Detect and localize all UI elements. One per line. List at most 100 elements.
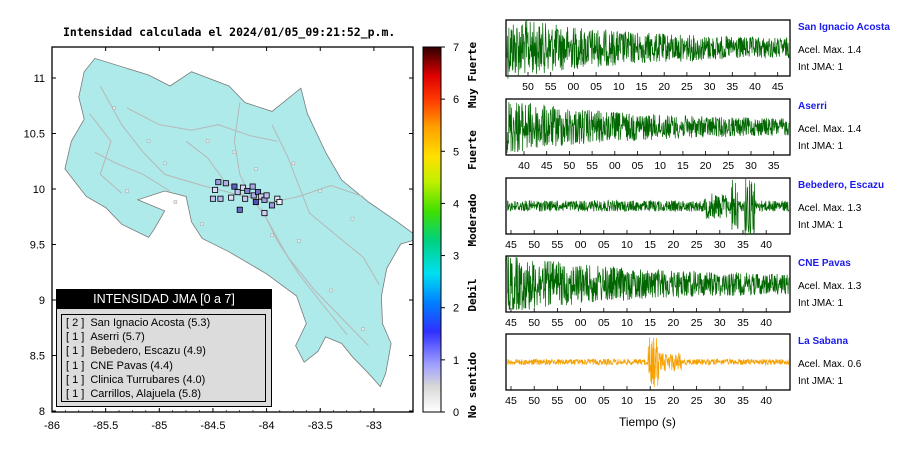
colorbar-tick-label: 1 [453,355,459,367]
town-marker [329,288,333,293]
road-line [271,124,380,286]
station-marker [242,195,249,202]
trace-tick-label: 35 [737,317,749,329]
x-tick-label: -83 [366,420,382,432]
waveform-line [506,177,790,236]
colorbar-category: No sentido [466,352,479,419]
trace-tick-label: 35 [737,395,749,407]
x-tick-label: -83.5 [308,420,333,432]
x-tick-label: -84 [259,420,275,432]
costa-rica-land [64,57,413,388]
station-marker [244,187,251,194]
town-marker [361,327,365,331]
station-acel: Acel. Max. 1.3 [798,203,862,214]
station-name: Bebedero, Escazu [798,180,885,191]
station-info: Bebedero, Escazu Acel. Max. 1.3 Int JMA: 1 [798,180,910,231]
trace-tick-label: 05 [632,160,644,172]
legend-item: [ 1 ] Bebedero, Escazu (4.9) [66,344,265,358]
trace-tick-label: 10 [621,395,633,407]
station-acel: Acel. Max. 1.4 [798,45,862,56]
legend-item-level: [ 1 ] [66,359,85,372]
road-line [89,113,123,194]
trace-tick-label: 40 [760,239,772,251]
colorbar-tick-label: 5 [453,146,459,158]
station-marker [209,195,216,202]
town-marker [254,167,258,171]
trace-tick-label: 05 [598,395,610,407]
legend-list: [ 2 ] San Ignacio Acosta (5.3) [ 1 ] Aserri… [61,314,266,402]
station-jma: Int JMA: 1 [798,376,844,387]
trace-panel: 40 45 50 55 00 05 10 15 20 25 30 35 [505,98,791,172]
trace-tick-label: 15 [636,81,648,93]
trace-tick-label: 45 [505,239,517,251]
trace-tick-label: 40 [760,395,772,407]
legend-item-level: [ 1 ] [66,345,85,358]
trace-tick-label: 00 [575,317,587,329]
trace-tick-label: 50 [564,160,576,172]
colorbar-tick-label: 7 [453,42,459,54]
trace-tick-label: 10 [654,160,666,172]
road-line [260,207,348,336]
station-info: San Ignacio Acosta Acel. Max. 1.4 Int JMA:… [798,22,910,73]
town-marker [318,189,322,193]
trace-tick-label: 50 [528,317,540,329]
intensity-legend: INTENSIDAD JMA [0 a 7] [ 2 ] San Ignacio … [56,289,272,407]
trace-tick-label: 50 [522,81,534,93]
station-info: CNE Pavas Acel. Max. 1.3 Int JMA: 1 [798,258,910,309]
legend-item-level: [ 1 ] [66,387,85,400]
legend-item-label: CNE Pavas (4.4) [90,359,173,372]
legend-item: [ 1 ] Clinica Turrubares (4.0) [66,373,265,387]
legend-item: [ 1 ] CNE Pavas (4.4) [66,359,265,373]
trace-tick-label: 25 [681,81,693,93]
trace-tick-label: 50 [528,239,540,251]
trace-tick-label: 00 [575,239,587,251]
road-line [126,107,278,142]
x-tick-label: -85 [151,420,167,432]
trace-tick-label: 55 [552,239,564,251]
station-info: Aserri Acel. Max. 1.4 Int JMA: 1 [798,101,910,152]
trace-tick-label: 35 [737,239,749,251]
town-marker [297,239,301,243]
colorbar-tick-label: 0 [453,407,459,419]
station-marker [234,189,241,196]
station-name: La Sabana [798,336,849,347]
legend-item: [ 1 ] Carrillos, Alajuela (5.8) [66,387,265,401]
station-marker [276,199,283,206]
colorbar-tick-label: 3 [453,251,459,263]
legend-item-label: Clinica Turrubares (4.0) [90,373,206,386]
trace-tick-label: 20 [668,395,680,407]
trace-panel: 45 50 55 00 05 10 15 20 25 30 35 40 [505,255,791,329]
x-tick-label: -85.5 [93,420,118,432]
trace-tick-label: 25 [691,395,703,407]
trace-tick-label: 40 [518,160,530,172]
station-name: CNE Pavas [798,258,851,269]
station-jma: Int JMA: 1 [798,298,844,309]
town-marker [350,216,355,221]
colorbar-tick-label: 6 [453,94,459,106]
intensity-colorbar [422,46,442,413]
town-marker [125,189,129,193]
station-info: La Sabana Acel. Max. 0.6 Int JMA: 1 [798,336,910,387]
trace-tick-label: 00 [568,81,580,93]
station-acel: Acel. Max. 1.4 [798,124,862,135]
legend-item-level: [ 1 ] [66,373,85,386]
station-marker [215,179,222,186]
trace-tick-label: 45 [505,317,517,329]
trace-tick-label: 05 [590,81,602,93]
time-axis-label: Tiempo (s) [619,415,676,429]
town-marker [232,150,237,155]
y-tick-label: 8.5 [30,351,45,363]
trace-tick-label: 20 [668,239,680,251]
town-marker [291,161,296,166]
station-marker [222,180,229,187]
waveform-traces: 50 55 00 05 10 15 20 25 30 35 40 45 40 45 50 55 00 05 10 15… [505,19,791,407]
map-frame [51,46,414,413]
colorbar-category: Muy Fuerte [466,42,479,109]
trace-tick-label: 55 [552,317,564,329]
station-name: Aserri [798,101,827,112]
town-marker [162,161,167,166]
legend-item: [ 1 ] Aserri (5.7) [66,330,265,344]
station-marker [263,192,270,199]
trace-tick-label: 45 [505,395,517,407]
